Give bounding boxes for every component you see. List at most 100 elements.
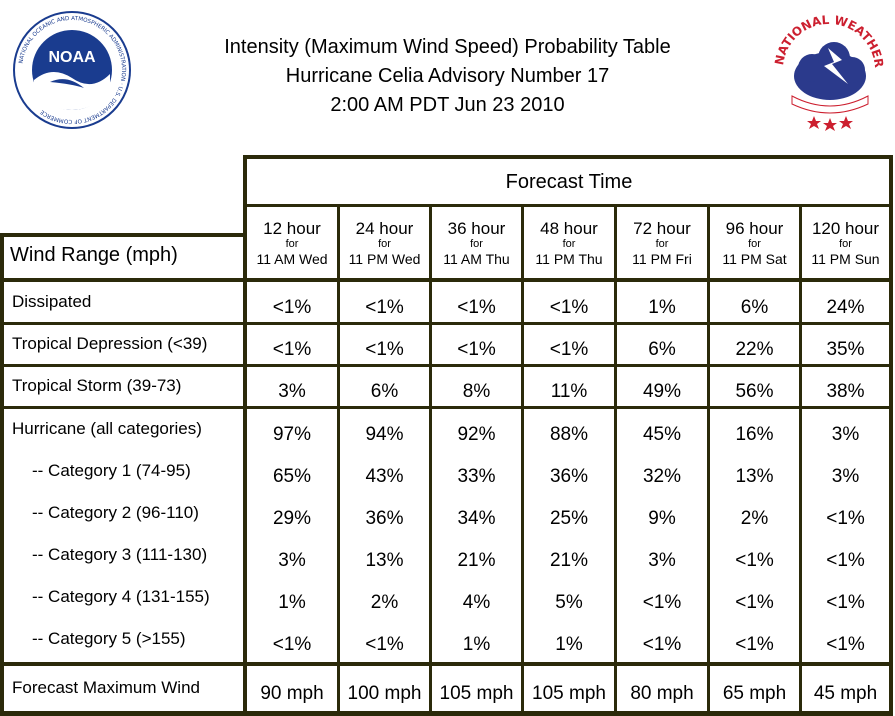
forecast-max-wind-cell: 90 mph <box>260 683 324 704</box>
probability-cell: <1% <box>272 634 312 655</box>
header: NOAA NATIONAL OCEANIC AND ATMOSPHERIC AD… <box>0 0 895 150</box>
table-border-right <box>889 155 893 716</box>
probability-cell: 1% <box>462 634 491 655</box>
probability-cell: 3% <box>278 381 306 402</box>
probability-cell: 9% <box>648 508 676 529</box>
probability-cell: 92% <box>457 424 496 445</box>
column-divider <box>707 204 710 716</box>
column-divider <box>337 204 340 716</box>
title-line-2: Hurricane Celia Advisory Number 17 <box>285 65 610 87</box>
column-hours: 24 hour <box>355 219 414 238</box>
probability-cell: 56% <box>735 381 774 402</box>
probability-cell: 6% <box>370 381 399 402</box>
row-label-category-1: -- Category 1 (74-95) <box>32 461 191 480</box>
column-header: 96 hour for 11 PM Sat <box>710 208 799 278</box>
probability-cell: 22% <box>735 339 774 360</box>
column-for: for <box>378 238 391 250</box>
probability-cell: <1% <box>272 339 312 360</box>
column-hours: 72 hour <box>633 219 691 238</box>
table-border-forecast-time <box>243 204 893 207</box>
probability-cell: <1% <box>457 297 496 318</box>
column-for: for <box>655 238 669 250</box>
column-for: for <box>748 238 761 250</box>
probability-cell: <1% <box>826 634 865 655</box>
column-for: for <box>562 238 576 250</box>
probability-cell: 43% <box>365 466 404 487</box>
column-divider <box>521 204 524 716</box>
probability-cell: 2% <box>740 508 769 529</box>
forecast-max-wind-cell: 105 mph <box>439 683 514 704</box>
column-when: 11 PM Wed <box>348 251 421 267</box>
table-border-bottom <box>0 711 893 716</box>
probability-cell: 1% <box>278 592 306 613</box>
table-border-header-left <box>243 155 247 235</box>
column-header: 120 hour for 11 PM Sun <box>802 208 889 278</box>
column-hours: 48 hour <box>540 219 598 238</box>
forecast-max-wind-cell: 80 mph <box>630 683 694 704</box>
probability-cell: <1% <box>365 339 404 360</box>
row-label-tropical-storm: Tropical Storm (39-73) <box>12 376 182 395</box>
probability-cell: <1% <box>642 634 682 655</box>
probability-cell: 24% <box>826 297 865 318</box>
label-column-border <box>243 233 247 716</box>
probability-cell: 3% <box>648 550 676 571</box>
probability-cell: <1% <box>272 297 312 318</box>
probability-cell: 36% <box>549 466 589 487</box>
probability-cell: <1% <box>826 508 865 529</box>
probability-cell: 21% <box>457 550 496 571</box>
row-label-category-2: -- Category 2 (96-110) <box>32 503 199 522</box>
probability-cell: 88% <box>549 424 589 445</box>
forecast-max-wind-label: Forecast Maximum Wind <box>12 678 200 697</box>
table-border-wind-range-top <box>0 233 247 237</box>
column-when: 11 PM Fri <box>632 251 692 267</box>
probability-cell: <1% <box>826 550 865 571</box>
column-header: 72 hour for 11 PM Fri <box>617 208 707 278</box>
forecast-max-wind-cell: 105 mph <box>532 683 606 704</box>
probability-cell: 4% <box>462 592 491 613</box>
column-hours: 120 hour <box>811 219 880 238</box>
column-when: 11 PM Thu <box>535 251 603 267</box>
probability-cell: <1% <box>735 592 774 613</box>
probability-cell: 49% <box>642 381 682 402</box>
probability-cell: 3% <box>831 424 860 445</box>
column-for: for <box>285 238 299 250</box>
table-border-top <box>243 155 893 159</box>
row-divider <box>0 322 893 325</box>
probability-cell: 8% <box>462 381 491 402</box>
probability-cell: 29% <box>272 508 312 529</box>
forecast-max-wind-cell: 65 mph <box>722 683 787 704</box>
column-divider <box>614 204 617 716</box>
column-hours: 96 hour <box>725 219 784 238</box>
wind-range-heading: Wind Range (mph) <box>10 244 178 266</box>
forecast-max-wind-cell: 100 mph <box>347 683 422 704</box>
probability-cell: 1% <box>555 634 583 655</box>
column-hours: 12 hour <box>263 219 321 238</box>
probability-cell: 1% <box>648 297 676 318</box>
probability-cell: <1% <box>549 339 589 360</box>
probability-cell: 16% <box>735 424 774 445</box>
probability-cell: 94% <box>365 424 404 445</box>
column-when: 11 AM Thu <box>443 251 510 267</box>
probability-cell: 6% <box>648 339 676 360</box>
probability-cell: 13% <box>365 550 404 571</box>
probability-cell: 45% <box>642 424 682 445</box>
probability-cell: 97% <box>272 424 312 445</box>
probability-cell: 21% <box>549 550 589 571</box>
probability-cell: 25% <box>549 508 589 529</box>
probability-cell: 35% <box>826 339 865 360</box>
column-when: 11 AM Wed <box>256 251 328 267</box>
column-when: 11 PM Sat <box>722 251 787 267</box>
probability-cell: 5% <box>555 592 583 613</box>
probability-cell: 3% <box>831 466 860 487</box>
probability-cell: <1% <box>365 634 404 655</box>
probability-cell: <1% <box>642 592 682 613</box>
probability-cell: 36% <box>365 508 404 529</box>
title-line-1: Intensity (Maximum Wind Speed) Probabili… <box>224 36 671 58</box>
probability-cell: <1% <box>365 297 404 318</box>
noaa-logo: NOAA NATIONAL OCEANIC AND ATMOSPHERIC AD… <box>12 10 132 130</box>
nws-logo: NATIONAL WEATHER SERVICE <box>767 0 887 133</box>
probability-cell: 3% <box>278 550 306 571</box>
column-hours: 36 hour <box>447 219 506 238</box>
probability-cell: <1% <box>549 297 589 318</box>
row-label-category-5: -- Category 5 (>155) <box>32 629 186 648</box>
